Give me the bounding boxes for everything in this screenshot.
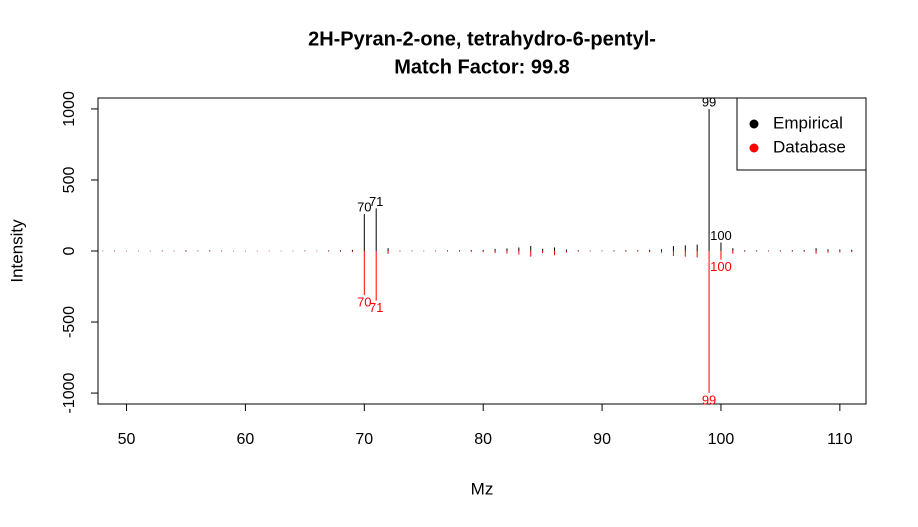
peak-label: 70 — [357, 200, 371, 215]
legend-marker — [749, 119, 759, 129]
y-axis-label: Intensity — [7, 219, 26, 283]
peak-label: 71 — [369, 300, 383, 315]
x-tick-label: 90 — [593, 431, 611, 448]
peak-label: 70 — [357, 294, 371, 309]
legend-marker — [749, 143, 759, 153]
y-tick-label: 500 — [61, 167, 78, 194]
peak-label: 100 — [710, 259, 732, 274]
y-tick-label: 0 — [61, 246, 78, 255]
peak-label: 99 — [702, 392, 716, 407]
y-tick-label: 1000 — [61, 91, 78, 127]
peak-label: 71 — [369, 194, 383, 209]
peak-label: 100 — [710, 228, 732, 243]
legend-label: Empirical — [773, 113, 843, 132]
chart-title: 2H-Pyran-2-one, tetrahydro-6-pentyl- — [308, 28, 656, 50]
peak-label: 99 — [702, 94, 716, 109]
legend-box — [736, 97, 867, 171]
y-tick-label: -1000 — [61, 372, 78, 413]
x-tick-label: 110 — [827, 431, 853, 448]
chart-subtitle: Match Factor: 99.8 — [394, 56, 570, 78]
x-tick-label: 100 — [708, 431, 735, 448]
legend-label: Database — [773, 137, 846, 156]
y-tick-label: -500 — [61, 306, 78, 338]
x-tick-label: 70 — [355, 431, 373, 448]
x-tick-label: 60 — [237, 431, 255, 448]
x-axis-label: Mz — [471, 479, 494, 498]
x-tick-label: 80 — [474, 431, 492, 448]
x-tick-label: 50 — [118, 431, 136, 448]
